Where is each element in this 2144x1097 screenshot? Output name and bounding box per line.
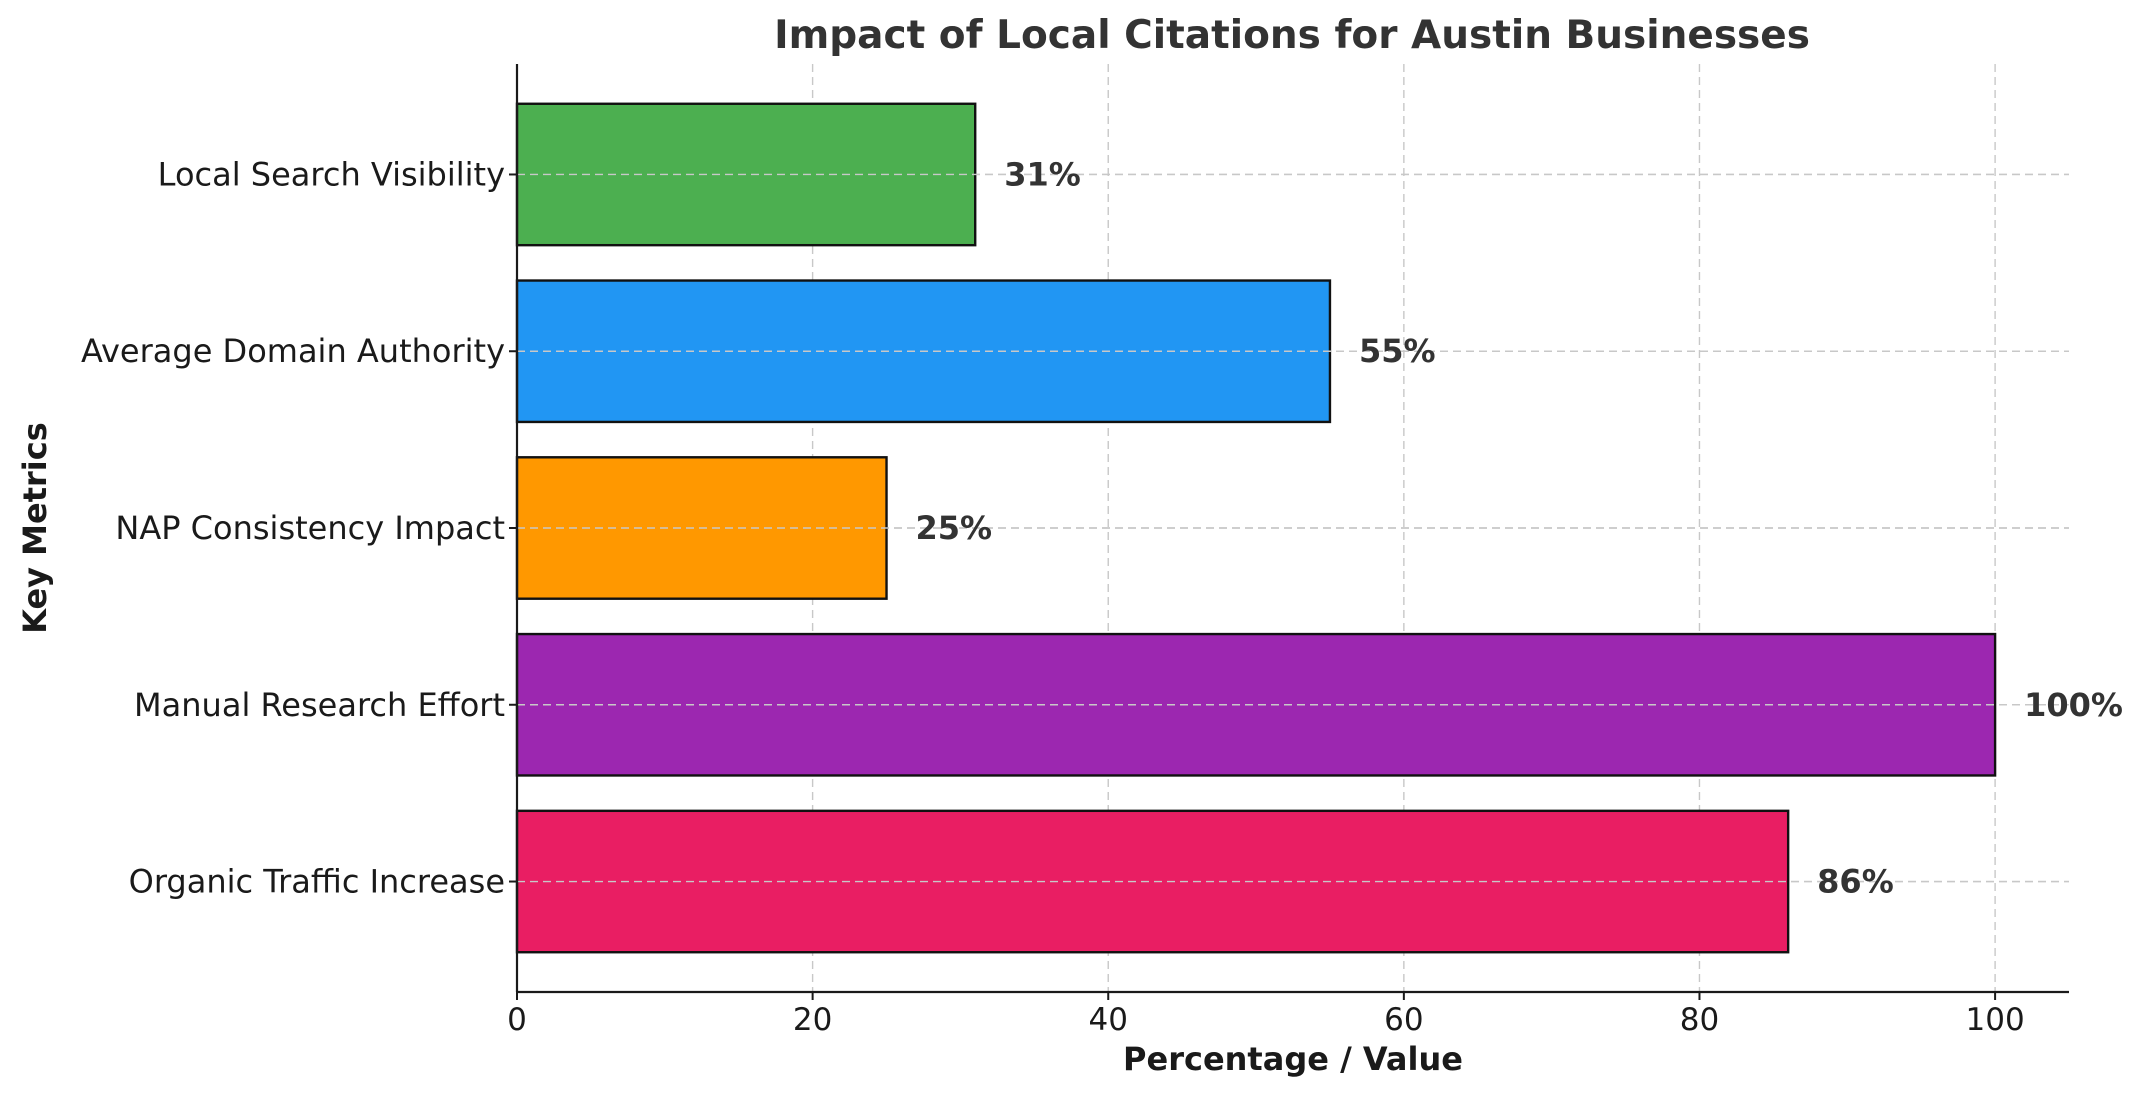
data-labels: 86% 100% 25% 55% 31% [916,155,2123,900]
bar-value-label: 25% [916,509,993,547]
bar-value-label: 100% [2024,686,2123,724]
x-tick-label: 20 [793,1002,832,1038]
chart-title: Impact of Local Citations for Austin Bus… [774,13,1810,58]
x-tick-label: 60 [1384,1002,1423,1038]
bar-value-label: 86% [1817,863,1894,901]
bar-value-label: 55% [1359,332,1436,370]
y-tick-label: Organic Traffic Increase [129,863,505,901]
x-axis-ticks: 0 20 40 60 80 100 [507,992,2025,1038]
y-tick-label: Manual Research Effort [134,686,505,724]
x-tick-label: 100 [1966,1002,2025,1038]
y-axis-label: Key Metrics [16,422,54,634]
x-axis-label: Percentage / Value [1123,1040,1463,1078]
bar [515,632,1997,777]
bar-value-label: 31% [1004,155,1081,193]
y-axis-ticks: Organic Traffic Increase Manual Research … [81,155,517,901]
y-tick-label: Local Search Visibility [158,155,505,193]
x-tick-label: 0 [507,1002,527,1038]
x-tick-label: 80 [1680,1002,1719,1038]
y-tick-label: Average Domain Authority [81,332,505,370]
bars [515,102,2069,954]
y-tick-label: NAP Consistency Impact [115,509,505,547]
x-tick-label: 40 [1089,1002,1128,1038]
